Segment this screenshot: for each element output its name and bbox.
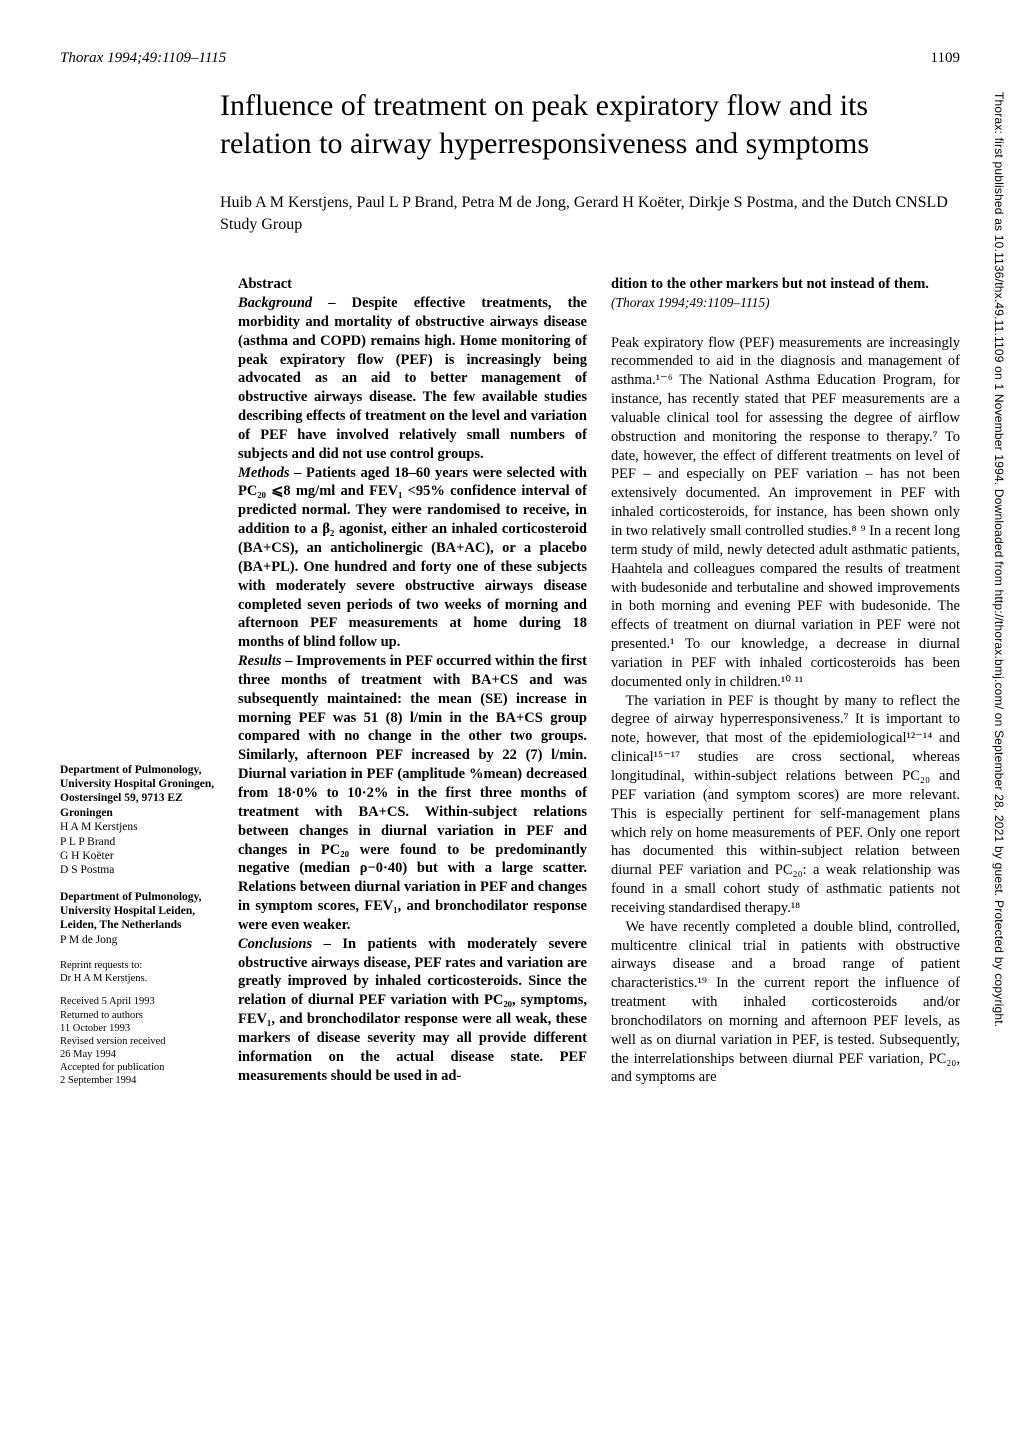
- page-number: 1109: [931, 50, 960, 67]
- download-notice: Thorax: first published as 10.1136/thx.4…: [992, 92, 1006, 1027]
- affiliation-1-people: H A M Kerstjens P L P Brand G H Koëter D…: [60, 820, 220, 878]
- intro-p2: The variation in PEF is thought by many …: [611, 692, 960, 918]
- affiliation-1: Department of Pulmonology, University Ho…: [60, 763, 220, 878]
- text-columns: Abstract Background – Despite effective …: [238, 275, 960, 1087]
- background-label: Background: [238, 295, 312, 311]
- authors: Huib A M Kerstjens, Paul L P Brand, Petr…: [220, 192, 960, 235]
- conclusions-label: Conclusions: [238, 936, 312, 952]
- article-title: Influence of treatment on peak expirator…: [220, 87, 960, 162]
- affiliation-2-people: P M de Jong: [60, 933, 220, 947]
- journal-header: Thorax 1994;49:1109–1115: [60, 50, 960, 67]
- column-2: dition to the other markers but not inst…: [611, 275, 960, 1087]
- page-root: Thorax 1994;49:1109–1115 1109 Influence …: [0, 0, 1020, 1137]
- affiliation-1-head: Department of Pulmonology, University Ho…: [60, 763, 220, 821]
- results-label: Results: [238, 653, 282, 669]
- manuscript-dates: Received 5 April 1993 Returned to author…: [60, 995, 220, 1087]
- results-text: – Improvements in PEF occurred within th…: [238, 653, 587, 933]
- methods-text: – Patients aged 18–60 years were selecte…: [238, 465, 587, 651]
- conclusions-text: – In patients with moderately severe obs…: [238, 936, 587, 1084]
- intro-p1: Peak expiratory flow (PEF) measurements …: [611, 334, 960, 692]
- reprint-requests: Reprint requests to: Dr H A M Kerstjens.: [60, 959, 220, 985]
- intro-p3: We have recently completed a double blin…: [611, 918, 960, 1088]
- abstract-label: Abstract: [238, 276, 292, 292]
- column-1: Abstract Background – Despite effective …: [238, 275, 587, 1087]
- content-area: Department of Pulmonology, University Ho…: [60, 275, 960, 1087]
- citation-line: (Thorax 1994;49:1109–1115): [611, 294, 960, 312]
- col2-continued: dition to the other markers but not inst…: [611, 275, 960, 294]
- affiliation-2: Department of Pulmonology, University Ho…: [60, 890, 220, 948]
- sidebar-affiliations: Department of Pulmonology, University Ho…: [60, 275, 220, 1087]
- methods-label: Methods: [238, 465, 290, 481]
- background-text: – Despite effective treatments, the morb…: [238, 295, 587, 462]
- affiliation-2-head: Department of Pulmonology, University Ho…: [60, 890, 220, 933]
